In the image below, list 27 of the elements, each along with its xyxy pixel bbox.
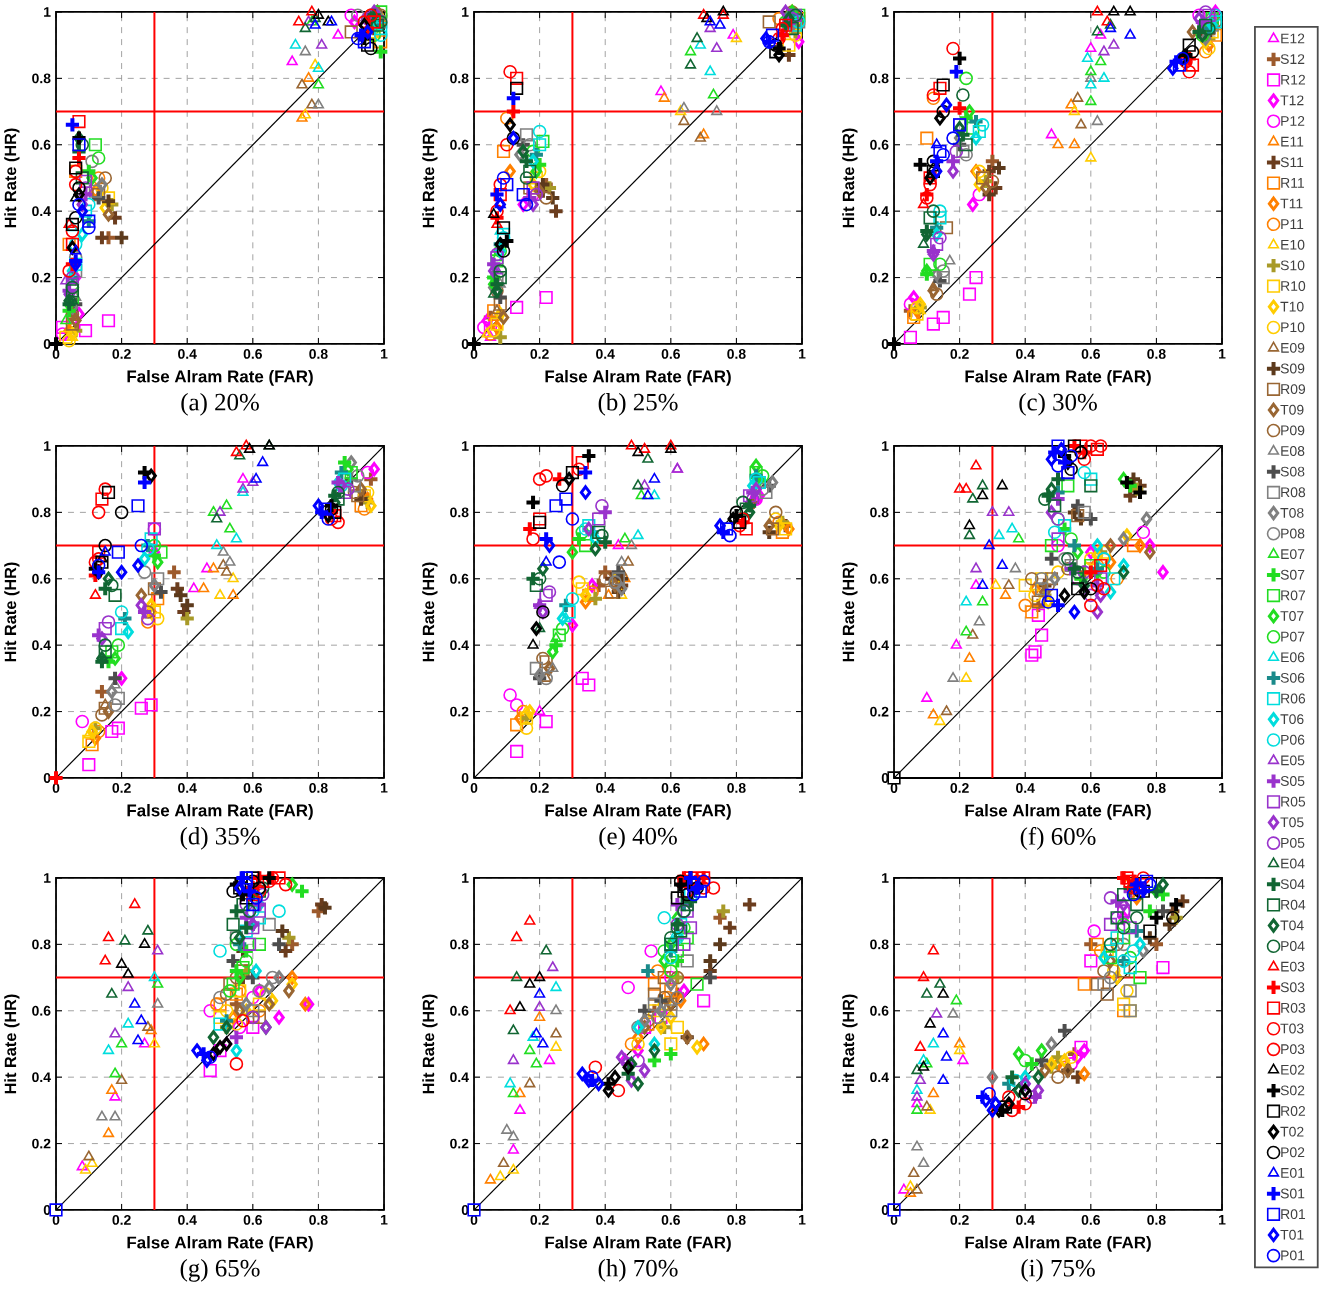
y-axis-title: Hit Rate (HR) — [4, 562, 20, 662]
x-axis-title: False Alram Rate (FAR) — [545, 1236, 731, 1252]
y-axis-title: Hit Rate (HR) — [4, 128, 20, 228]
x-axis-title: False Alram Rate (FAR) — [545, 370, 731, 386]
y-axis-title: Hit Rate (HR) — [842, 128, 858, 228]
y-axis-title: Hit Rate (HR) — [842, 994, 858, 1094]
text: (a) 20% — [181, 393, 259, 416]
text: (d) 35% — [180, 827, 260, 850]
x-axis-title: False Alram Rate (FAR) — [127, 370, 313, 386]
y-axis-title: Hit Rate (HR) — [422, 994, 438, 1094]
x-axis-title: False Alram Rate (FAR) — [965, 370, 1151, 386]
x-axis-title: False Alram Rate (FAR) — [965, 804, 1151, 820]
x-axis-title: False Alram Rate (FAR) — [127, 804, 313, 820]
text: (b) 25% — [598, 393, 678, 416]
x-axis-title: False Alram Rate (FAR) — [545, 804, 731, 820]
text: (i) 75% — [1021, 1259, 1095, 1282]
x-axis-title: False Alram Rate (FAR) — [965, 1236, 1151, 1252]
y-axis-title: Hit Rate (HR) — [422, 562, 438, 662]
y-axis-title: Hit Rate (HR) — [422, 128, 438, 228]
text: (g) 65% — [180, 1259, 260, 1282]
text: (c) 30% — [1019, 393, 1097, 416]
text: (e) 40% — [599, 827, 677, 850]
text: (f) 60% — [1020, 827, 1096, 850]
y-axis-title: Hit Rate (HR) — [842, 562, 858, 662]
x-axis-title: False Alram Rate (FAR) — [127, 1236, 313, 1252]
text: (h) 70% — [598, 1259, 678, 1282]
y-axis-title: Hit Rate (HR) — [4, 994, 20, 1094]
